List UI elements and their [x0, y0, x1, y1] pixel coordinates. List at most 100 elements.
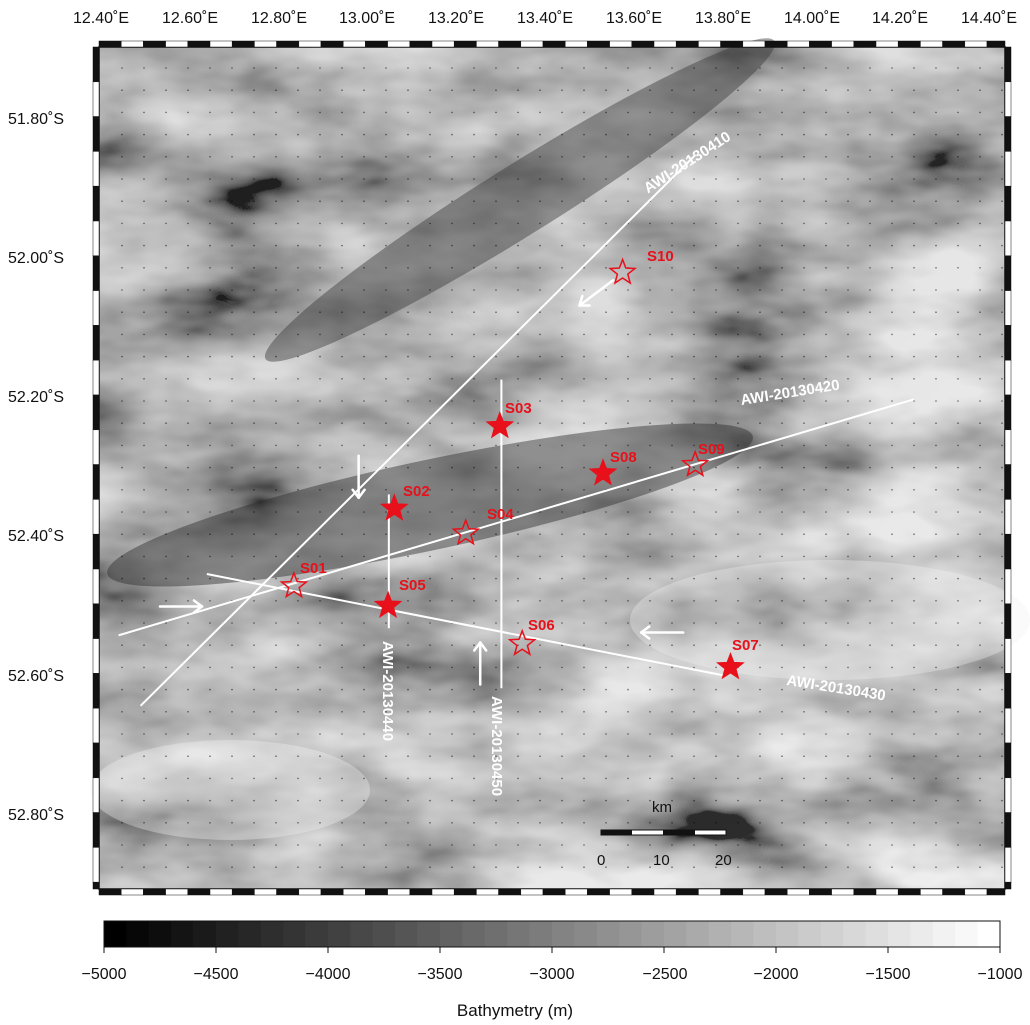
- arrow-icon: [158, 599, 204, 614]
- scale-bar-tick: 10: [653, 852, 670, 869]
- frame-tick: [786, 888, 810, 896]
- station-marker-s05: [373, 590, 403, 619]
- frame-tick: [143, 40, 166, 48]
- profile-line-awi-20130410: [139, 154, 697, 707]
- frame-tick: [1004, 638, 1012, 674]
- colorbar-tick: −2500: [642, 966, 688, 983]
- frame-tick: [231, 888, 255, 896]
- colorbar-step: [820, 921, 844, 947]
- colorbar-step: [283, 921, 306, 947]
- frame-tick: [187, 40, 211, 48]
- frame-tick: [542, 40, 566, 48]
- frame-tick: [476, 888, 499, 896]
- colorbar-step: [910, 921, 934, 947]
- colorbar-step: [753, 921, 777, 947]
- frame-tick: [675, 40, 699, 48]
- lon-label: 13.60˚E: [605, 10, 663, 27]
- colorbar-step: [932, 921, 956, 947]
- station-label-s08: S08: [610, 449, 637, 466]
- frame-tick: [1004, 499, 1012, 535]
- frame-tick: [254, 888, 277, 896]
- frame-tick: [1004, 46, 1012, 83]
- frame-tick: [276, 40, 300, 48]
- frame-tick: [742, 888, 766, 896]
- frame-tick: [120, 888, 144, 896]
- frame-tick: [320, 888, 344, 896]
- lon-label: 14.40˚E: [960, 10, 1018, 27]
- frame-tick: [92, 847, 100, 883]
- scale-bar-tick: 20: [715, 852, 732, 869]
- frame-tick: [165, 888, 189, 896]
- station-marker-s08: [588, 458, 618, 486]
- colorbar-step: [664, 921, 687, 947]
- station-marker-s03: [485, 410, 515, 439]
- lon-label: 12.60˚E: [161, 10, 219, 27]
- frame-tick: [653, 40, 677, 48]
- frame-tick: [920, 888, 943, 896]
- frame-tick: [1004, 881, 1012, 890]
- lon-label: 14.00˚E: [783, 10, 841, 27]
- frame-tick: [342, 888, 366, 896]
- colorbar-step: [104, 921, 127, 947]
- frame-tick: [409, 888, 433, 896]
- frame-tick: [92, 185, 100, 222]
- frame-tick: [409, 40, 433, 48]
- colorbar-tick: −2000: [753, 966, 799, 983]
- frame-tick: [1004, 464, 1012, 500]
- lat-label: 52.20˚S: [8, 389, 65, 406]
- frame-tick: [453, 40, 477, 48]
- frame-tick: [342, 40, 366, 48]
- colorbar-step: [395, 921, 418, 947]
- frame-tick: [209, 888, 233, 896]
- frame-tick: [1004, 255, 1012, 291]
- colorbar-step: [462, 921, 486, 947]
- scale-bar-tick: 0: [597, 852, 606, 869]
- colorbar-step: [238, 921, 262, 947]
- colorbar-step: [641, 921, 665, 947]
- frame-tick: [1004, 777, 1012, 813]
- colorbar-step: [305, 921, 329, 947]
- profile-line-awi-20130420: [118, 398, 915, 637]
- frame-tick: [875, 40, 899, 48]
- station-marker-s10: [608, 257, 638, 285]
- colorbar-step: [596, 921, 620, 947]
- frame-tick: [831, 888, 855, 896]
- frame-tick: [964, 40, 988, 48]
- station-label-s04: S04: [487, 506, 514, 523]
- station-marker-s04: [451, 518, 481, 546]
- frame-tick: [609, 888, 633, 896]
- lat-label: 52.60˚S: [8, 668, 65, 685]
- colorbar-step: [216, 921, 239, 947]
- colorbar-step: [328, 921, 351, 947]
- frame-tick: [942, 888, 966, 896]
- frame-tick: [831, 40, 855, 48]
- frame-tick: [720, 888, 744, 896]
- frame-tick: [1004, 568, 1012, 605]
- frame-tick: [320, 40, 344, 48]
- lon-label: 13.20˚E: [427, 10, 485, 27]
- arrow-icon: [578, 279, 615, 307]
- scale-bar: [600, 829, 727, 836]
- station-marker-s01: [279, 570, 309, 599]
- frame-tick: [1004, 220, 1012, 257]
- station-markers: [279, 257, 745, 680]
- frame-tick: [92, 499, 100, 535]
- frame-tick: [1004, 847, 1012, 883]
- frame-tick: [587, 40, 610, 48]
- lat-label: 52.40˚S: [8, 528, 65, 545]
- frame-tick: [853, 888, 877, 896]
- profile-label-awi-20130450: AWI-20130450: [488, 696, 505, 797]
- frame-tick: [92, 429, 100, 465]
- frame-tick: [298, 888, 322, 896]
- frame-tick: [587, 888, 610, 896]
- colorbar-step: [484, 921, 508, 947]
- frame-tick: [1004, 707, 1012, 744]
- lon-label: 14.20˚E: [871, 10, 929, 27]
- scale-bar-unit: km: [652, 799, 672, 816]
- colorbar-step: [350, 921, 374, 947]
- frame-tick: [609, 40, 633, 48]
- station-label-s01: S01: [300, 560, 327, 577]
- colorbar-step: [843, 921, 866, 947]
- colorbar-tick: −3500: [417, 966, 463, 983]
- colorbar-tick: −1500: [865, 966, 911, 983]
